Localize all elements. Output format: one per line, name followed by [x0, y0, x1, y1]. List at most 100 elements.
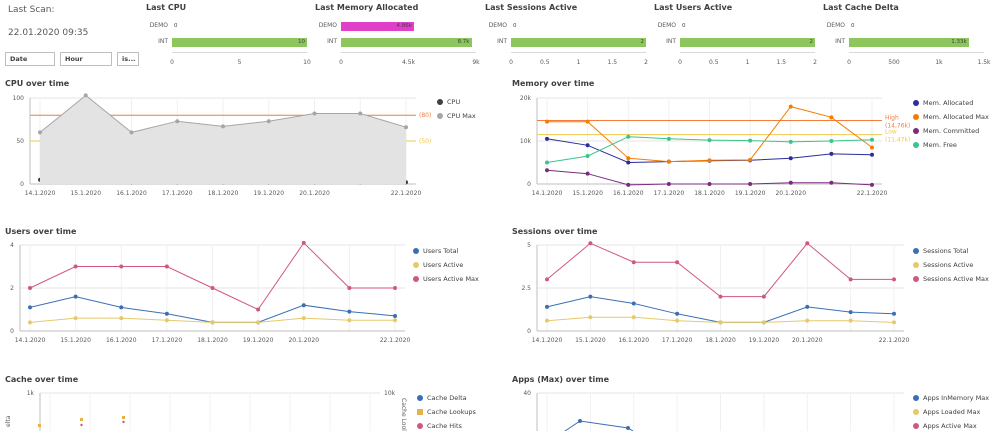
- data-point: [870, 137, 874, 142]
- legend-item[interactable]: Sessions Active Max: [913, 275, 989, 283]
- x-tick-label: 20.1.2020: [775, 190, 806, 197]
- legend-item[interactable]: CPU Max: [437, 112, 476, 120]
- hour-filter-button[interactable]: Hour: [60, 52, 112, 66]
- data-point: [545, 119, 549, 124]
- legend-marker-icon: [413, 248, 419, 254]
- date-filter-button[interactable]: Date: [5, 52, 55, 66]
- legend-item[interactable]: Mem. Allocated: [913, 99, 973, 107]
- bar-value-label: 0: [851, 23, 855, 29]
- bar-value-label: 0: [513, 23, 517, 29]
- legend-marker-icon: [913, 423, 919, 429]
- data-point: [312, 111, 317, 116]
- data-point: [129, 130, 134, 135]
- bar-category-label: DEMO: [826, 22, 845, 29]
- data-point: [588, 315, 593, 320]
- legend-item[interactable]: Users Active: [413, 261, 463, 269]
- value-bar[interactable]: [172, 38, 307, 47]
- bar-axis-tick: 2: [813, 59, 817, 66]
- data-point: [585, 119, 590, 124]
- legend-label: Users Active: [423, 261, 464, 269]
- data-point: [393, 286, 397, 290]
- legend-label: Cache Hits: [427, 422, 462, 430]
- x-tick-label: 20.1.2020: [299, 190, 330, 197]
- data-point: [301, 240, 306, 245]
- data-point: [256, 320, 261, 325]
- legend-item[interactable]: Mem. Committed: [913, 127, 979, 135]
- chart-title: Apps (Max) over time: [512, 375, 610, 384]
- legend-item[interactable]: Mem. Free: [913, 141, 957, 149]
- bar-axis-line: [511, 52, 646, 53]
- x-tick-label: 18.1.2020: [208, 190, 239, 197]
- legend-item[interactable]: Sessions Active: [913, 261, 973, 269]
- data-point: [175, 119, 180, 124]
- legend-item[interactable]: Users Total: [413, 247, 458, 255]
- legend-label: Mem. Allocated: [923, 99, 974, 107]
- y-tick-label: 0: [20, 181, 24, 188]
- bar-axis-tick: 0: [170, 59, 174, 66]
- legend-label: Apps Loaded Max: [923, 408, 981, 416]
- legend-marker-icon: [913, 128, 919, 134]
- y-tick-label: 5: [527, 242, 531, 249]
- series-area-cpu-max: [40, 95, 406, 184]
- cache-hits-point: [122, 420, 125, 424]
- x-tick-label: 22.1.2020: [879, 337, 910, 344]
- legend-label: CPU: [447, 98, 461, 106]
- data-point: [545, 136, 549, 141]
- data-point: [626, 134, 631, 139]
- legend-item[interactable]: Apps Loaded Max: [913, 408, 980, 416]
- legend-label: Users Active Max: [423, 275, 479, 283]
- legend-item[interactable]: Cache Delta: [417, 394, 467, 402]
- legend-label: Mem. Free: [923, 141, 957, 149]
- legend-item[interactable]: Apps InMemory Max: [913, 394, 989, 402]
- chart-title: Users over time: [5, 227, 77, 236]
- data-point: [393, 313, 397, 318]
- y-tick-label: 0: [527, 328, 531, 335]
- legend-item[interactable]: Cache Hits: [417, 422, 462, 430]
- legend-item[interactable]: Apps Active Max: [913, 422, 977, 430]
- data-point: [626, 182, 631, 187]
- data-point: [675, 260, 680, 265]
- legend-label: Users Total: [423, 247, 459, 255]
- value-bar[interactable]: [511, 38, 646, 47]
- data-point: [707, 138, 712, 143]
- last-chart-title: Last Users Active: [654, 3, 733, 12]
- data-point: [718, 294, 723, 299]
- legend-item[interactable]: Users Active Max: [413, 275, 479, 283]
- legend-marker-icon: [913, 262, 919, 268]
- bar-axis-tick: 5: [237, 59, 242, 66]
- legend-item[interactable]: Sessions Total: [913, 247, 968, 255]
- data-point: [347, 309, 352, 314]
- value-bar[interactable]: [341, 38, 472, 47]
- data-point: [73, 264, 78, 269]
- legend-label: Mem. Allocated Max: [923, 113, 989, 121]
- legend-marker-icon: [913, 248, 919, 254]
- bar-value-label: 0: [174, 23, 178, 29]
- legend-label: Sessions Active: [923, 261, 974, 269]
- data-point: [119, 305, 124, 310]
- legend-item[interactable]: CPU: [437, 98, 460, 106]
- is-filter-button[interactable]: is...: [117, 52, 139, 66]
- data-point: [164, 318, 169, 323]
- reference-line-label: (50): [419, 138, 431, 145]
- legend-item[interactable]: Mem. Allocated Max: [913, 113, 989, 121]
- bar-value-label: 8.7k: [457, 39, 470, 45]
- value-bar[interactable]: [341, 22, 414, 31]
- data-point: [626, 426, 630, 430]
- x-tick-label: 17.1.2020: [654, 190, 685, 197]
- bar-axis-tick: 0: [847, 59, 851, 66]
- value-bar[interactable]: [680, 38, 815, 47]
- data-point: [578, 419, 582, 423]
- legend-item[interactable]: Cache Lookups: [417, 408, 476, 416]
- x-tick-label: 19.1.2020: [749, 337, 780, 344]
- data-point: [829, 115, 834, 120]
- data-point: [301, 303, 306, 308]
- x-tick-label: 14.1.2020: [532, 337, 563, 344]
- data-point: [666, 159, 671, 164]
- cache-lookups-point: [80, 418, 83, 421]
- data-point: [675, 318, 680, 323]
- x-tick-label: 19.1.2020: [735, 190, 766, 197]
- data-point: [675, 311, 680, 316]
- value-bar[interactable]: [849, 38, 969, 47]
- legend-marker-icon: [437, 113, 443, 119]
- last-chart-title: Last CPU: [146, 3, 187, 12]
